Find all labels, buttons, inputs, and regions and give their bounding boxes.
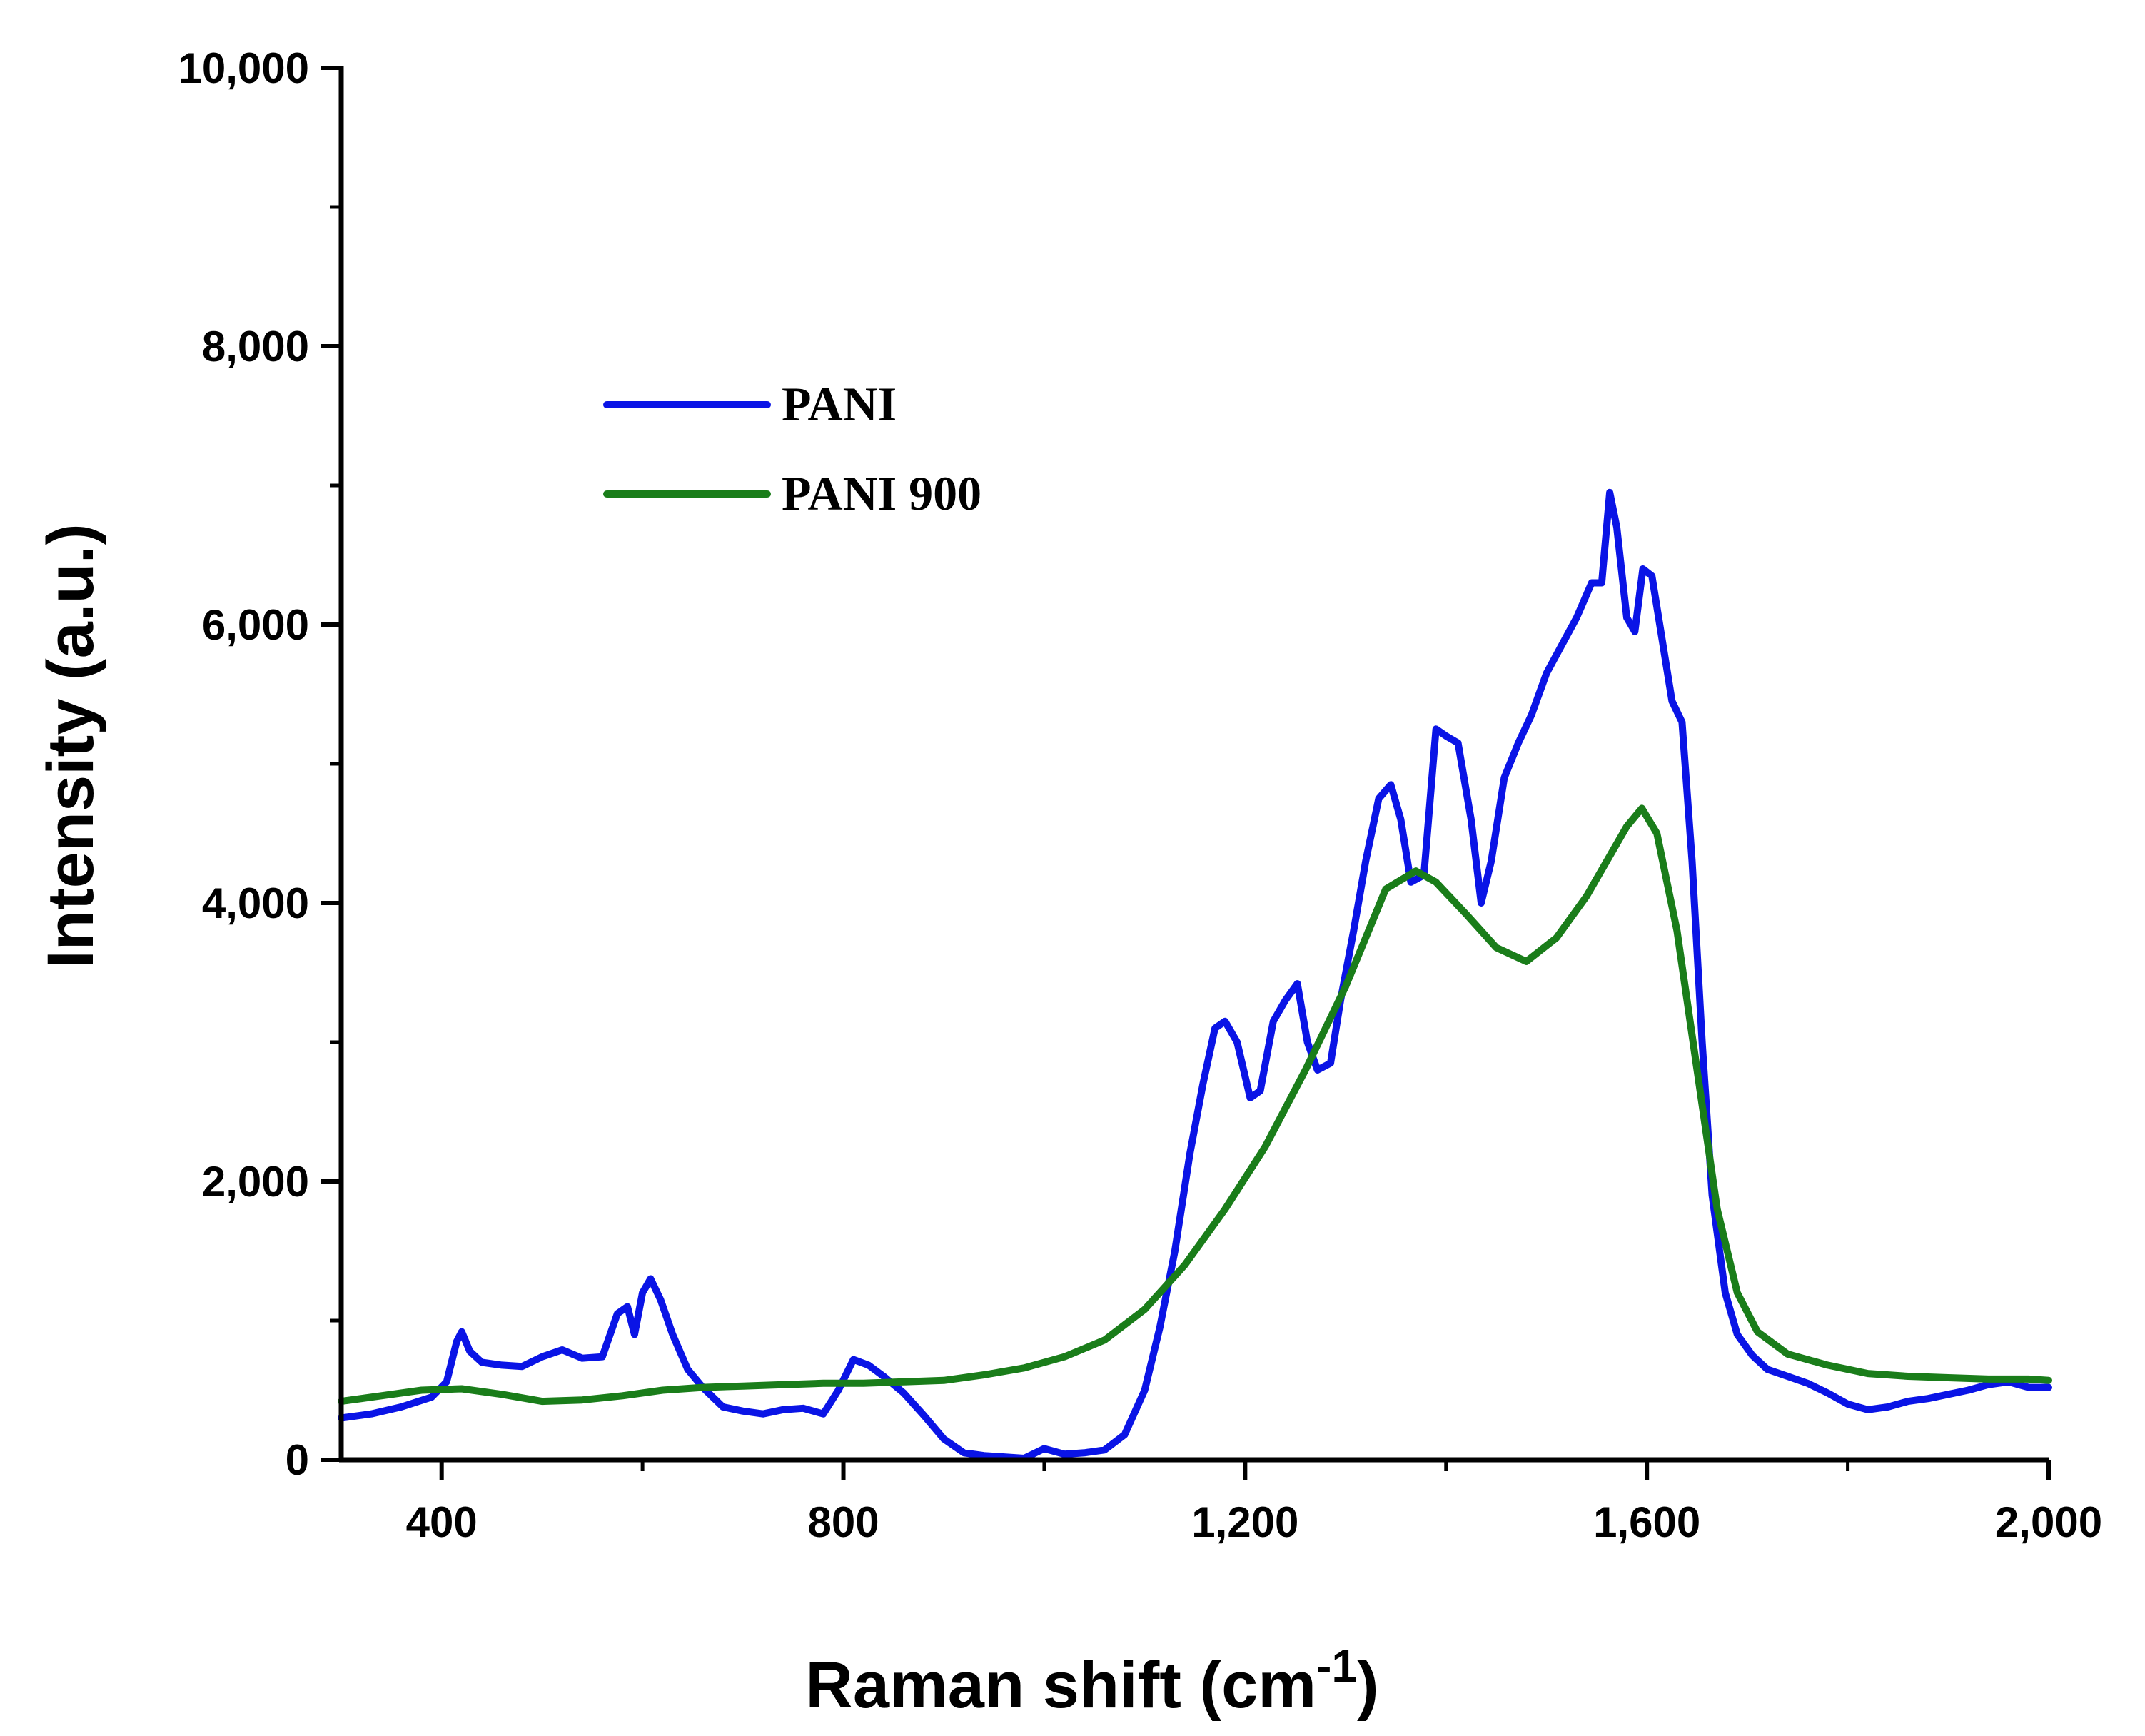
x-tick-label: 1,600 (1593, 1498, 1700, 1546)
y-tick-label: 0 (286, 1436, 309, 1484)
x-axis-title: Raman shift (cm-1) (805, 1640, 1378, 1722)
y-axis-title: Intensity (a.u.) (34, 523, 107, 969)
ticks-layer: 0 2,000 4,000 6,000 8,000 10,000 400 800 1,200 1,… (178, 44, 2102, 1546)
series-line-pani-900 (338, 804, 2052, 1406)
legend-label-pani-900: PANI 900 (782, 466, 981, 520)
x-tick-label: 2,000 (1995, 1498, 2102, 1546)
legend-label-pani: PANI (782, 377, 897, 431)
y-tick-label: 6,000 (202, 601, 309, 649)
x-axis-title-superscript: -1 (1316, 1640, 1357, 1692)
x-axis-title-main: Raman shift (cm (805, 1649, 1316, 1722)
x-axis-title-suffix: ) (1357, 1649, 1379, 1722)
x-tick-label: 400 (406, 1498, 478, 1546)
x-tick-label: 1,200 (1191, 1498, 1298, 1546)
legend: PANI PANI 900 (603, 377, 981, 520)
y-tick-label: 10,000 (178, 44, 309, 92)
y-tick-label: 4,000 (202, 879, 309, 927)
series-line-pani (338, 488, 2052, 1462)
y-tick-label: 8,000 (202, 323, 309, 370)
x-tick-label: 800 (807, 1498, 879, 1546)
y-tick-label: 2,000 (202, 1158, 309, 1206)
series-layer (338, 488, 2052, 1462)
